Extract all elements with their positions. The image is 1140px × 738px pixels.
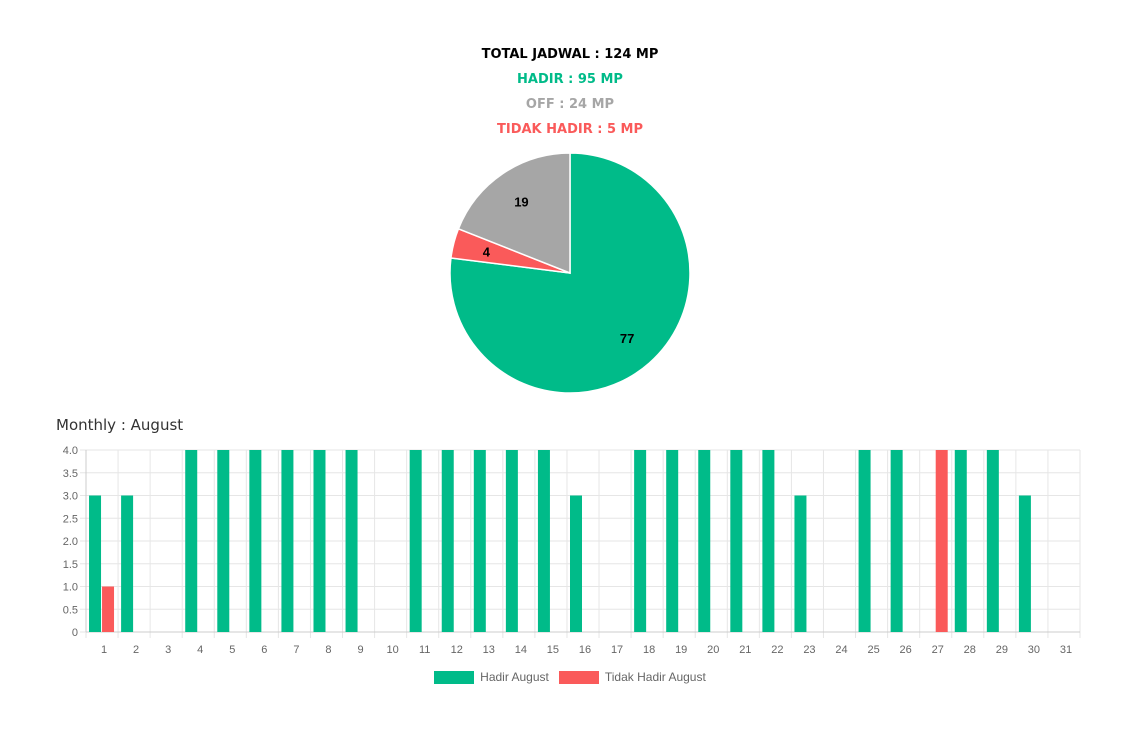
x-tick-label: 3 <box>165 644 171 656</box>
bar-hadir[interactable] <box>986 450 999 632</box>
bar-hadir[interactable] <box>89 495 102 633</box>
attendance-summary: TOTAL JADWAL : 124 MP HADIR : 95 MP OFF … <box>0 42 1140 142</box>
off-label: OFF : 24 MP <box>525 97 615 112</box>
y-tick-label: 3.5 <box>63 468 78 480</box>
y-tick-label: 4.0 <box>63 445 78 457</box>
legend-label-hadir: Hadir August <box>480 670 549 684</box>
y-tick-label: 2.0 <box>63 536 78 548</box>
x-tick-label: 20 <box>707 644 719 656</box>
x-tick-label: 25 <box>867 644 879 656</box>
bar-hadir[interactable] <box>121 495 134 633</box>
y-tick-label: 0 <box>72 627 78 639</box>
x-tick-label: 17 <box>611 644 623 656</box>
monthly-chart-title: Monthly : August <box>56 416 184 434</box>
bar-hadir[interactable] <box>954 450 967 632</box>
y-tick-label: 2.5 <box>63 513 78 525</box>
bar-hadir[interactable] <box>666 450 679 632</box>
bar-hadir[interactable] <box>281 450 294 632</box>
hadir-label: HADIR : 95 MP <box>517 72 623 87</box>
x-tick-label: 5 <box>229 644 235 656</box>
bar-hadir[interactable] <box>313 450 326 632</box>
x-tick-label: 19 <box>675 644 687 656</box>
bar-hadir[interactable] <box>858 450 871 632</box>
x-tick-label: 16 <box>579 644 591 656</box>
bar-hadir[interactable] <box>762 450 775 632</box>
legend-swatch-hadir <box>434 670 475 684</box>
x-tick-label: 30 <box>1028 644 1040 656</box>
x-tick-label: 15 <box>547 644 559 656</box>
x-tick-label: 8 <box>325 644 331 656</box>
bar-hadir[interactable] <box>409 450 422 632</box>
x-tick-label: 1 <box>101 644 107 656</box>
bar-hadir[interactable] <box>570 495 582 633</box>
bar-tidak-hadir[interactable] <box>935 450 948 632</box>
x-tick-label: 13 <box>483 644 495 656</box>
x-tick-label: 10 <box>386 644 398 656</box>
legend-item-hadir[interactable]: Hadir August <box>434 670 549 684</box>
x-tick-label: 4 <box>197 644 203 656</box>
x-tick-label: 23 <box>803 644 815 656</box>
bar-hadir[interactable] <box>730 450 743 632</box>
x-tick-label: 2 <box>133 644 139 656</box>
total-jadwal-label: TOTAL JADWAL : 124 MP <box>481 47 659 62</box>
x-tick-label: 24 <box>835 644 847 656</box>
bar-hadir[interactable] <box>537 450 550 632</box>
tidak-hadir-label: TIDAK HADIR : 5 MP <box>496 122 644 137</box>
bar-hadir[interactable] <box>473 450 486 632</box>
y-tick-label: 0.5 <box>63 604 78 616</box>
bar-hadir[interactable] <box>217 450 230 632</box>
bar-hadir[interactable] <box>698 450 711 632</box>
x-tick-label: 29 <box>996 644 1008 656</box>
y-tick-label: 1.0 <box>63 582 78 594</box>
bar-hadir[interactable] <box>634 450 647 632</box>
x-tick-label: 12 <box>451 644 463 656</box>
x-tick-label: 7 <box>293 644 299 656</box>
legend-item-tidak-hadir[interactable]: Tidak Hadir August <box>558 670 706 684</box>
legend-label-tidak-hadir: Tidak Hadir August <box>604 670 706 684</box>
x-tick-label: 31 <box>1060 644 1072 656</box>
bar-hadir[interactable] <box>890 450 903 632</box>
x-tick-label: 22 <box>771 644 783 656</box>
bar-hadir[interactable] <box>345 450 358 632</box>
x-tick-label: 26 <box>900 644 912 656</box>
x-tick-label: 18 <box>643 644 655 656</box>
bar-hadir[interactable] <box>505 450 518 632</box>
x-tick-label: 27 <box>932 644 944 656</box>
bar-hadir[interactable] <box>1018 495 1031 633</box>
x-tick-label: 28 <box>964 644 976 656</box>
x-tick-label: 9 <box>357 644 363 656</box>
y-tick-label: 3.0 <box>63 491 78 503</box>
bar-hadir[interactable] <box>185 450 198 632</box>
bar-hadir[interactable] <box>249 450 262 632</box>
x-tick-label: 21 <box>739 644 751 656</box>
bar-hadir[interactable] <box>794 495 807 633</box>
bar-tidak-hadir[interactable] <box>102 586 115 633</box>
x-tick-label: 11 <box>419 644 430 656</box>
legend-swatch-tidak-hadir <box>558 670 599 684</box>
bar-chart-legend: Hadir August Tidak Hadir August <box>0 670 1140 684</box>
x-tick-label: 6 <box>261 644 267 656</box>
bar-hadir[interactable] <box>441 450 454 632</box>
y-tick-label: 1.5 <box>63 559 78 571</box>
x-tick-label: 14 <box>515 644 527 656</box>
